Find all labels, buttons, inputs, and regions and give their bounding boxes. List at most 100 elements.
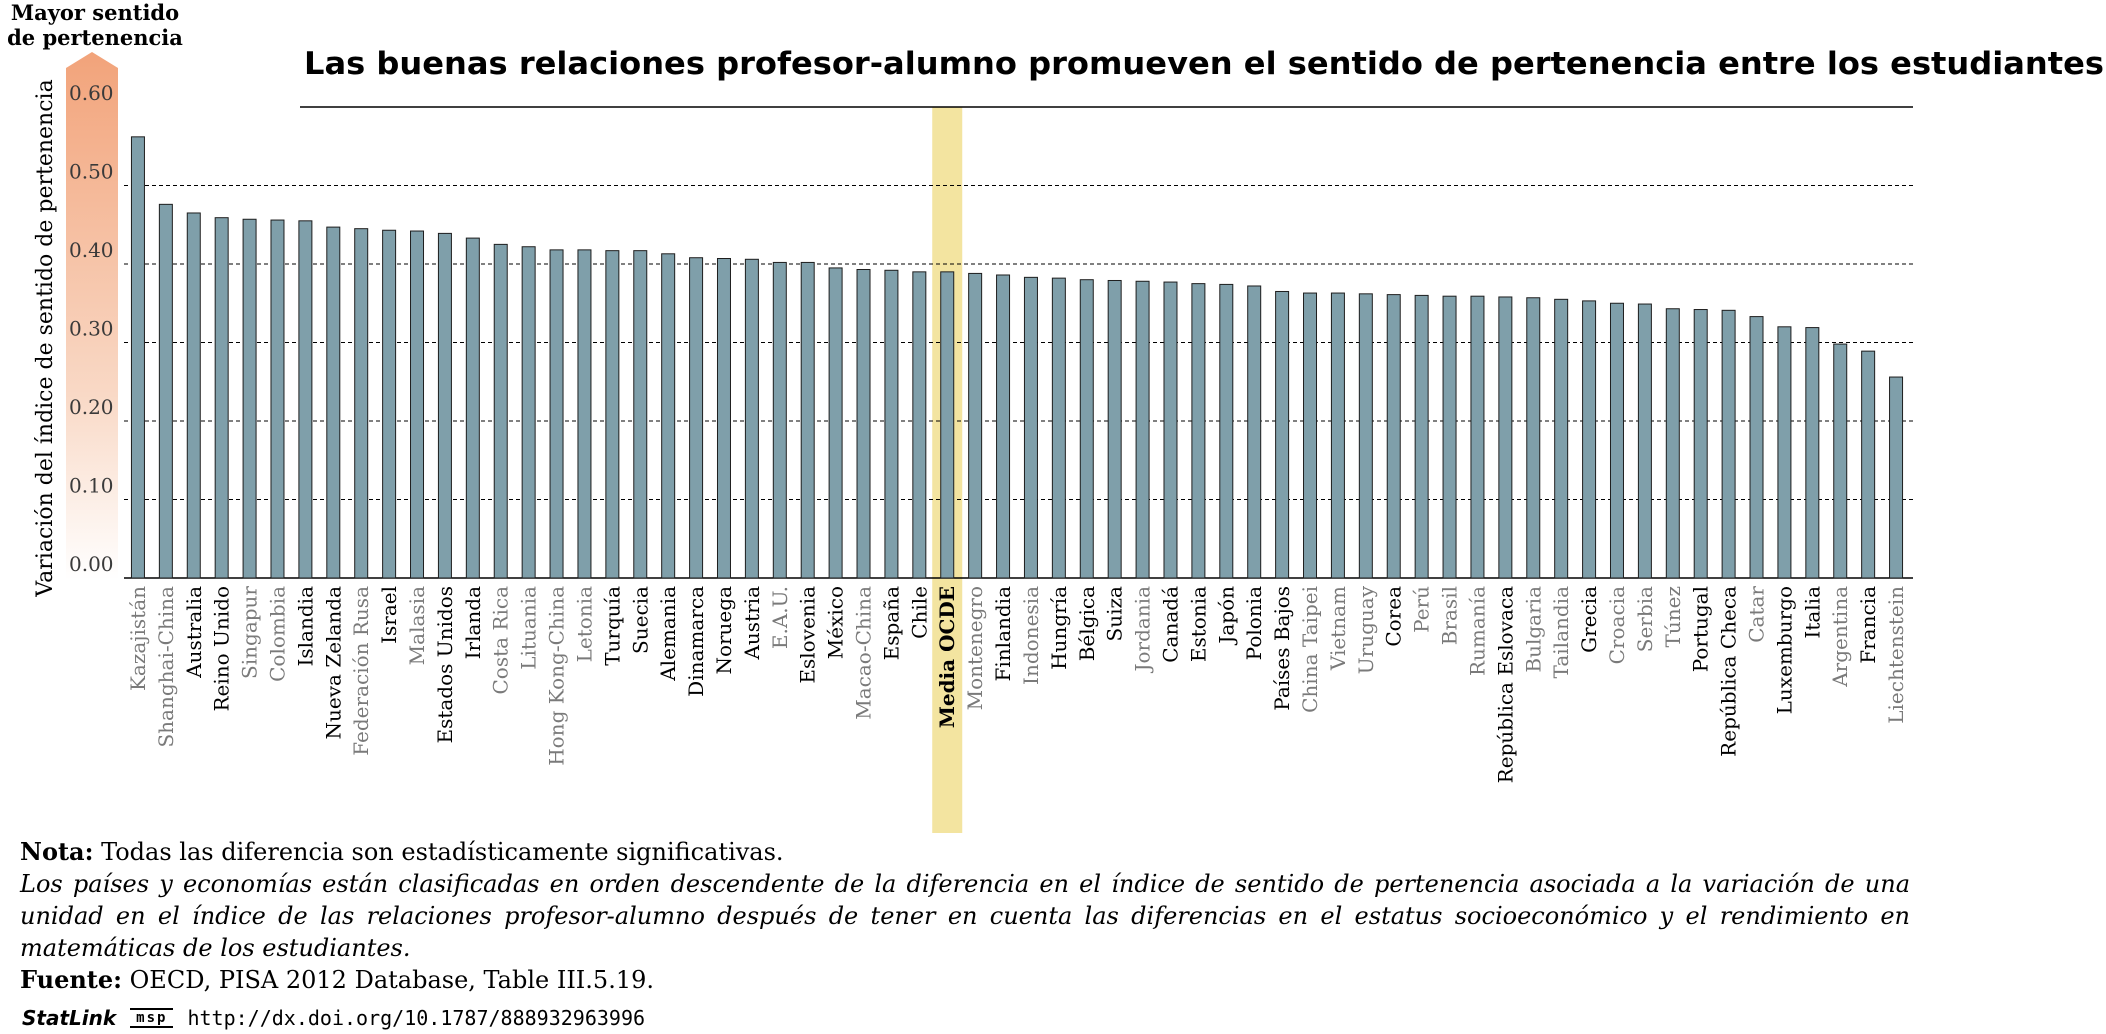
x-tick-label: Serbia (1633, 586, 1657, 652)
bar (1191, 283, 1206, 579)
x-tick-label: República Eslovaca (1493, 586, 1517, 783)
higher-belonging-arrow (66, 52, 118, 580)
arrow-label-line2: de pertenencia (7, 25, 183, 50)
bar (130, 136, 145, 579)
x-tick-label: Macao-China (852, 586, 876, 720)
x-tick-label: Corea (1382, 586, 1406, 647)
x-tick-label: Polonia (1242, 586, 1266, 660)
bar (1582, 300, 1597, 579)
bar (1358, 293, 1373, 579)
bar (1442, 295, 1457, 579)
x-tick-label: Montenegro (963, 586, 987, 710)
x-tick-label: Reino Unido (210, 586, 234, 712)
x-tick-label: Kazajistán (126, 586, 150, 691)
x-tick-label: Italia (1800, 586, 1824, 639)
bar (1079, 279, 1094, 579)
x-tick-label: Croacia (1605, 586, 1629, 664)
bar (1303, 292, 1318, 579)
bar (744, 258, 759, 579)
bar (1693, 309, 1708, 579)
bar (270, 219, 285, 579)
x-tick-label: Estados Unidos (433, 586, 457, 744)
x-tick-label: Indonesia (1019, 586, 1043, 685)
bar (1777, 326, 1792, 579)
statlink: StatLink msp http://dx.doi.org/10.1787/8… (22, 1006, 645, 1030)
bar (1526, 297, 1541, 579)
x-tick-label: Austria (740, 586, 764, 661)
bar (1861, 350, 1876, 579)
x-tick-label: República Checa (1717, 586, 1741, 757)
bar (940, 271, 955, 579)
bar (856, 268, 871, 579)
bar (1637, 303, 1652, 579)
bar (605, 250, 620, 579)
bar (1330, 292, 1345, 579)
x-tick-label: Shanghai-China (154, 586, 178, 748)
chart-title: Las buenas relaciones profesor-alumno pr… (304, 46, 2104, 82)
x-tick-label: Finlandia (991, 586, 1015, 682)
bar (800, 261, 815, 579)
x-tick-label: Alemania (656, 586, 680, 682)
bar (1721, 309, 1736, 579)
x-tick-label: Malasia (405, 586, 429, 665)
bar (689, 257, 704, 579)
bar (772, 261, 787, 579)
x-tick-label: Hungría (1047, 586, 1071, 670)
x-tick-label: Bulgaria (1521, 586, 1545, 673)
x-tick-label: Liechtenstein (1884, 586, 1908, 724)
bar (1275, 290, 1290, 579)
x-tick-label: Colombia (265, 586, 289, 682)
bar (577, 249, 592, 579)
x-tick-label: España (879, 586, 903, 660)
bar (1833, 343, 1848, 579)
bar (884, 269, 899, 579)
x-tick-label: Japón (1214, 586, 1238, 646)
x-tick-label: Luxemburgo (1772, 586, 1796, 714)
source-text: OECD, PISA 2012 Database, Table III.5.19… (122, 966, 654, 994)
bar (633, 250, 648, 579)
bar (186, 212, 201, 579)
x-tick-label: Suiza (1103, 586, 1127, 642)
bar (1163, 281, 1178, 579)
y-tick-label: 0.30 (69, 317, 114, 341)
x-tick-label: Noruega (712, 586, 736, 675)
x-tick-label: Jordania (1131, 586, 1155, 674)
arrow-label-line1: Mayor sentido (11, 0, 179, 25)
bar (158, 203, 173, 579)
x-tick-label: Letonia (572, 586, 596, 662)
source-label: Fuente: (20, 965, 122, 994)
x-tick-label: Costa Rica (489, 586, 513, 695)
x-tick-label: Islandia (293, 586, 317, 667)
source-line: Fuente: OECD, PISA 2012 Database, Table … (20, 964, 1910, 996)
bar-chart: Mayor sentido de pertenencia Las buenas … (7, 0, 2104, 833)
y-tick-label: 0.50 (69, 160, 114, 184)
x-tick-label: Grecia (1577, 586, 1601, 653)
statlink-logo: msp (130, 1008, 174, 1028)
y-tick-label: 0.20 (69, 395, 114, 419)
bar (1219, 283, 1234, 579)
note-label: Nota: (20, 837, 94, 866)
x-tick-label: Media OCDE (935, 586, 959, 728)
x-tick-label: Brasil (1438, 586, 1462, 645)
statlink-url[interactable]: http://dx.doi.org/10.1787/888932963996 (187, 1006, 646, 1030)
y-tick-label: 0.00 (69, 552, 114, 576)
x-tick-label: Irlanda (461, 586, 485, 659)
bar (1554, 298, 1569, 579)
x-tick-label: Dinamarca (684, 586, 708, 697)
x-tick-label: Hong Kong-China (545, 586, 569, 766)
x-tick-label: Suecia (628, 586, 652, 654)
x-tick-label: Perú (1410, 586, 1434, 633)
bar (1135, 280, 1150, 579)
x-tick-label: Lituania (517, 586, 541, 670)
x-tick-label: Turquía (600, 586, 624, 666)
y-tick-label: 0.10 (69, 474, 114, 498)
x-tick-label: Portugal (1689, 586, 1713, 672)
bar (214, 217, 229, 579)
bar (1051, 277, 1066, 579)
y-tick-label: 0.40 (69, 238, 114, 262)
chart-notes: Nota: Todas las diferencia son estadísti… (20, 836, 1910, 996)
bar (1498, 296, 1513, 579)
x-tick-label: Nueva Zelanda (321, 586, 345, 740)
y-tick-label: 0.60 (69, 81, 114, 105)
bar (1470, 295, 1485, 579)
